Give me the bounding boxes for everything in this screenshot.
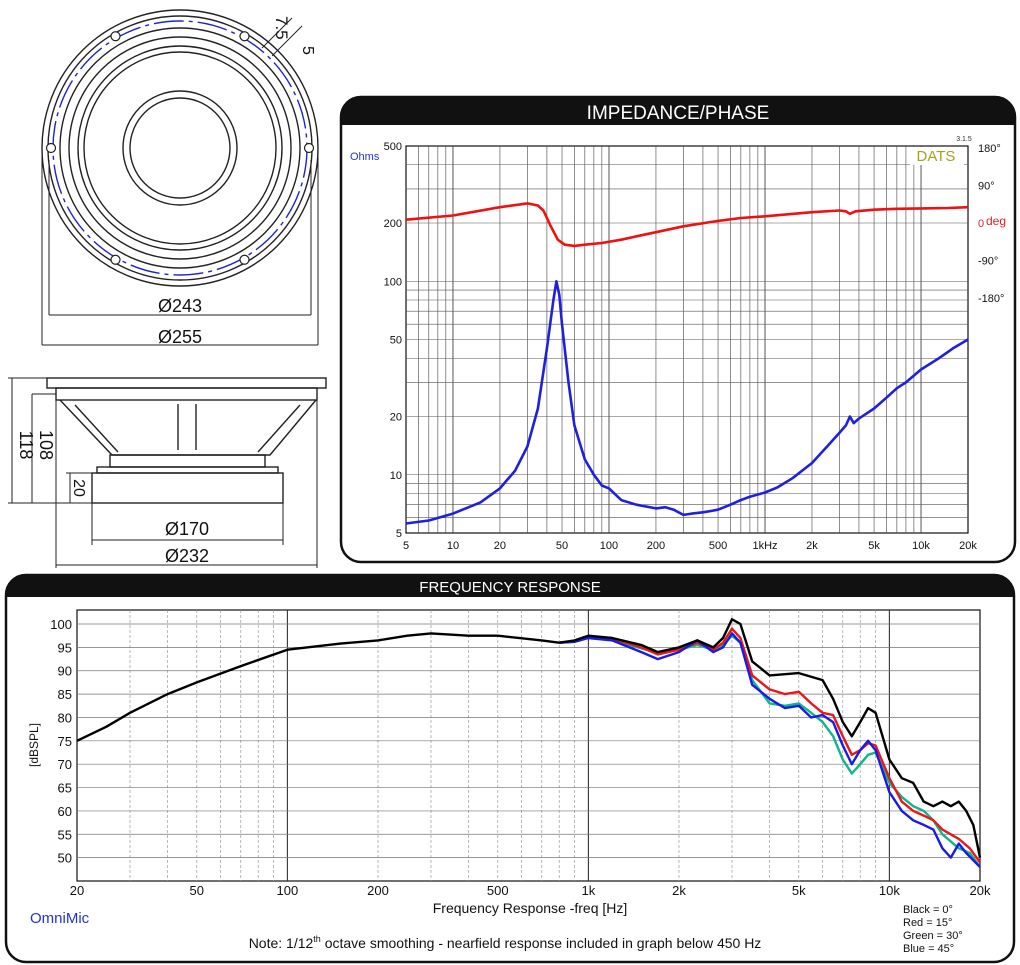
y-tick-label: 75	[58, 734, 72, 749]
x-tick-label: 100	[600, 540, 618, 552]
note-suffix: octave smoothing - nearfield response in…	[321, 935, 762, 951]
y-tick-label: 50	[58, 851, 72, 866]
y-tick-label: 85	[58, 687, 72, 702]
x-tick-label: 5	[403, 540, 409, 552]
angle-legend: Black = 0° Red = 15° Green = 30° Blue = …	[903, 904, 963, 955]
x-tick-label: 200	[647, 540, 665, 552]
x-tick-label: 2k	[672, 883, 686, 898]
phase-tick-label: 0	[978, 218, 984, 230]
y-tick-label: 65	[58, 781, 72, 796]
y-tick-label: 10	[390, 470, 402, 482]
x-tick-label: 2k	[806, 540, 818, 552]
dim-5: 5	[299, 46, 316, 55]
y-tick-label: 500	[384, 141, 402, 153]
dim-20: 20	[70, 479, 87, 497]
speaker-side-view	[8, 377, 327, 568]
impedance-grid	[406, 146, 968, 533]
y-tick-label: 5	[396, 528, 402, 540]
frequency-x-axis-label: Frequency Response -freq [Hz]	[433, 900, 628, 916]
x-tick-label: 20k	[970, 883, 991, 898]
x-tick-label: 5k	[868, 540, 880, 552]
frequency-y-tick-labels: 100 95 90 85 80 75 70 65 60 55 50	[50, 617, 72, 866]
x-tick-label: 500	[709, 540, 727, 552]
frequency-x-tick-labels: 20 50 100 200 500 1k 2k 5k 10k 20k	[70, 883, 991, 898]
x-tick-label: 1k	[582, 883, 596, 898]
y-tick-label: 95	[58, 640, 72, 655]
legend-red: Red = 15°	[903, 917, 952, 929]
note-prefix: Note: 1/12	[249, 935, 314, 951]
x-tick-label: 10k	[912, 540, 930, 552]
phase-unit-label: deg	[986, 214, 1006, 228]
legend-black: Black = 0°	[903, 904, 953, 916]
impedance-series	[405, 202, 969, 525]
smoothing-note: Note: 1/12th octave smoothing - nearfiel…	[249, 934, 762, 951]
mounting-hole	[110, 31, 121, 42]
impedance-y-tick-labels: 500 200 100 50 20 10 5	[384, 141, 402, 540]
omnimic-brand: OmniMic	[30, 910, 90, 927]
mounting-hole	[45, 142, 57, 154]
y-tick-label: 100	[384, 276, 402, 288]
frequency-grid	[77, 610, 980, 881]
dim-108: 108	[36, 430, 56, 460]
speaker-front-view	[41, 9, 319, 346]
x-tick-label: 50	[190, 883, 204, 898]
response-45deg	[559, 632, 981, 868]
y-tick-label: 55	[58, 827, 72, 842]
x-tick-label: 20k	[959, 540, 977, 552]
dats-version: 3.1.5	[956, 136, 972, 143]
impedance-x-tick-labels: 5 10 20 50 100 200 500 1kHz 2k 5k 10k 20k	[403, 540, 977, 552]
y-tick-label: 80	[58, 710, 72, 725]
x-tick-label: 5k	[792, 883, 806, 898]
dim-118: 118	[16, 431, 36, 460]
y-tick-label: 200	[384, 218, 402, 230]
phase-tick-label: -180°	[978, 293, 1004, 305]
dim-243: Ø243	[158, 296, 202, 316]
impedance-panel: IMPEDANCE/PHASE 5 10 20 50 100 200 500 1kHz 2k 5k…	[339, 95, 1017, 564]
x-tick-label: 50	[556, 540, 568, 552]
x-tick-label: 500	[487, 883, 509, 898]
x-tick-label: 20	[70, 883, 84, 898]
y-tick-label: 50	[390, 335, 402, 347]
mounting-hole	[110, 254, 121, 265]
x-tick-label: 200	[367, 883, 389, 898]
x-tick-label: 20	[494, 540, 506, 552]
frequency-response-panel: FREQUENCY RESPONSE 20 50 100 200 500 1k 2k 5k 10…	[4, 573, 1016, 964]
phase-tick-label: 180°	[978, 143, 1001, 155]
y-tick-label: 90	[58, 664, 72, 679]
dim-170: Ø170	[165, 519, 209, 539]
x-tick-label: 10	[447, 540, 459, 552]
frequency-response-title: FREQUENCY RESPONSE	[419, 579, 600, 596]
dim-232: Ø232	[165, 546, 209, 566]
legend-green: Green = 30°	[903, 930, 963, 942]
phase-tick-label: 90°	[978, 181, 995, 193]
response-15deg	[559, 627, 981, 864]
frequency-y-axis-label: [dBSPL]	[27, 723, 41, 767]
dim-255: Ø255	[158, 327, 202, 347]
y-tick-label: 100	[50, 617, 72, 632]
response-0deg	[76, 618, 982, 858]
frequency-series	[76, 618, 982, 868]
impedance-curve	[405, 280, 969, 525]
note-superscript: th	[313, 934, 321, 944]
y-tick-label: 70	[58, 757, 72, 772]
y-tick-label: 20	[390, 412, 402, 424]
legend-blue: Blue = 45°	[903, 943, 954, 955]
x-tick-label: 1kHz	[752, 540, 777, 552]
x-tick-label: 10k	[879, 883, 900, 898]
mounting-hole	[239, 254, 250, 265]
mounting-hole	[303, 142, 315, 154]
x-tick-label: 100	[277, 883, 299, 898]
y-tick-label: 60	[58, 804, 72, 819]
phase-tick-label: -90°	[978, 256, 998, 268]
mounting-holes	[45, 31, 315, 265]
phase-curve	[405, 202, 969, 248]
dats-brand: DATS	[917, 148, 956, 165]
impedance-title: IMPEDANCE/PHASE	[587, 103, 770, 124]
impedance-y-axis-label: Ohms	[350, 151, 380, 163]
mounting-hole	[239, 31, 250, 42]
phase-y-tick-labels: 180° 90° 0 -90° -180°	[978, 143, 1004, 305]
dim-7-5: 7.5	[272, 16, 291, 40]
